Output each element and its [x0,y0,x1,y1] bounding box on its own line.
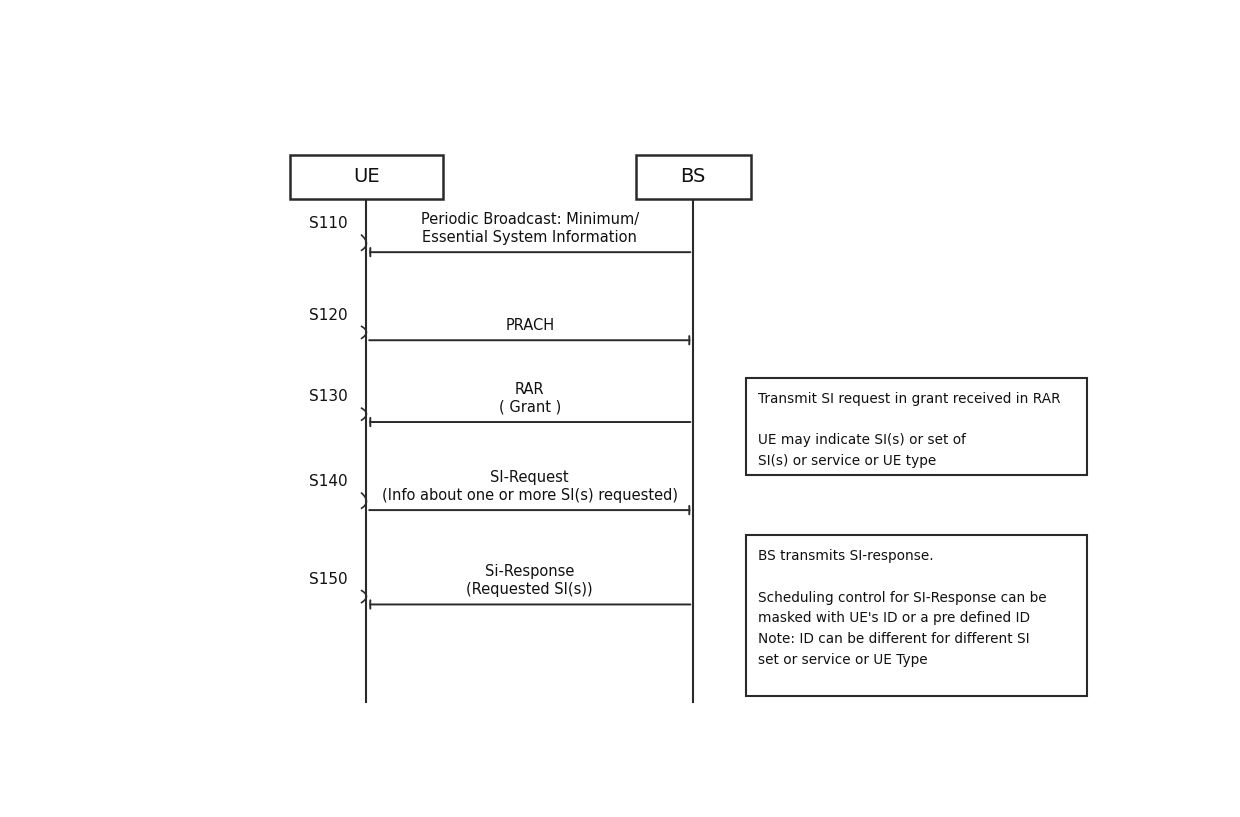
FancyBboxPatch shape [635,154,751,199]
Text: S110: S110 [309,217,347,231]
FancyBboxPatch shape [746,378,1087,475]
Text: (Info about one or more SI(s) requested): (Info about one or more SI(s) requested) [382,488,678,502]
Text: S120: S120 [309,307,347,323]
Text: SI-Request: SI-Request [491,470,569,485]
FancyBboxPatch shape [290,154,444,199]
FancyBboxPatch shape [746,535,1087,696]
Text: UE may indicate SI(s) or set of: UE may indicate SI(s) or set of [758,433,966,448]
Text: masked with UE's ID or a pre defined ID: masked with UE's ID or a pre defined ID [758,611,1029,625]
Text: Note: ID can be different for different SI: Note: ID can be different for different … [758,632,1029,646]
Text: S150: S150 [309,572,347,587]
Text: Scheduling control for SI-Response can be: Scheduling control for SI-Response can b… [758,591,1047,605]
Text: S140: S140 [309,475,347,489]
Text: SI(s) or service or UE type: SI(s) or service or UE type [758,454,936,468]
Text: set or service or UE Type: set or service or UE Type [758,653,928,667]
Text: UE: UE [353,167,379,186]
Text: (Requested SI(s)): (Requested SI(s)) [466,582,593,597]
Text: BS transmits SI-response.: BS transmits SI-response. [758,549,934,563]
Text: RAR: RAR [515,382,544,397]
Text: ( Grant ): ( Grant ) [498,400,560,414]
Text: S130: S130 [309,390,347,404]
Text: BS: BS [681,167,706,186]
Text: Si-Response: Si-Response [485,565,574,579]
Text: Essential System Information: Essential System Information [423,230,637,244]
Text: Periodic Broadcast: Minimum/: Periodic Broadcast: Minimum/ [420,212,639,227]
Text: PRACH: PRACH [505,318,554,333]
Text: Transmit SI request in grant received in RAR: Transmit SI request in grant received in… [758,392,1060,406]
